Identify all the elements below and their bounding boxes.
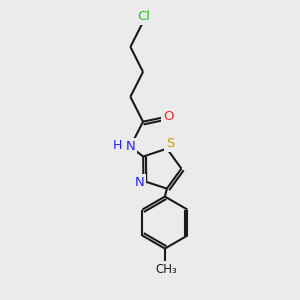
Text: S: S <box>166 137 174 150</box>
Text: N: N <box>125 140 135 153</box>
Text: H: H <box>113 139 122 152</box>
Text: CH₃: CH₃ <box>155 263 177 276</box>
Text: N: N <box>134 176 144 189</box>
Text: O: O <box>163 110 173 123</box>
Text: Cl: Cl <box>137 11 151 23</box>
